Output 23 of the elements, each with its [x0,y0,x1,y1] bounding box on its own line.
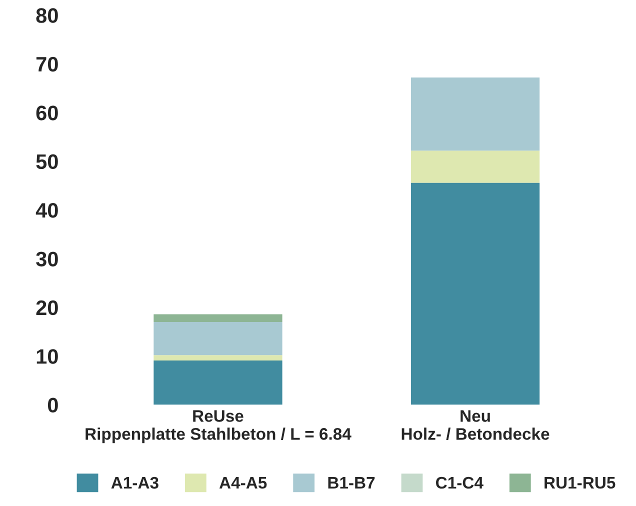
y-tick-label: 30 [36,252,58,266]
x-tick-label: Neu Holz- / Betondecke [402,410,550,440]
bar [410,182,540,405]
y-tick-label: 60 [36,106,58,120]
y-tick-label: 70 [36,56,58,72]
y-tick-label: 80 [36,8,58,23]
y-tick-label: 50 [36,154,58,170]
legend-label: A1-A3 [111,476,158,489]
bar [410,150,540,183]
legend-label: B1-B7 [328,477,375,489]
y-tick-label: 20 [36,300,58,316]
bar [154,360,282,405]
y-tick-label: 10 [36,349,58,364]
bar [154,322,282,356]
bar [410,78,540,151]
legend-label: RU1-RU5 [544,477,616,489]
legend-label: C1-C4 [436,476,484,489]
bar [154,314,282,322]
bar [154,355,282,360]
y-tick-label: 0 [48,398,58,413]
x-tick-label: ReUse Rippenplatte Stahlbeton / L = 6.84 [86,410,352,444]
legend-label: A4-A5 [219,477,267,489]
y-tick-label: 40 [36,202,58,218]
